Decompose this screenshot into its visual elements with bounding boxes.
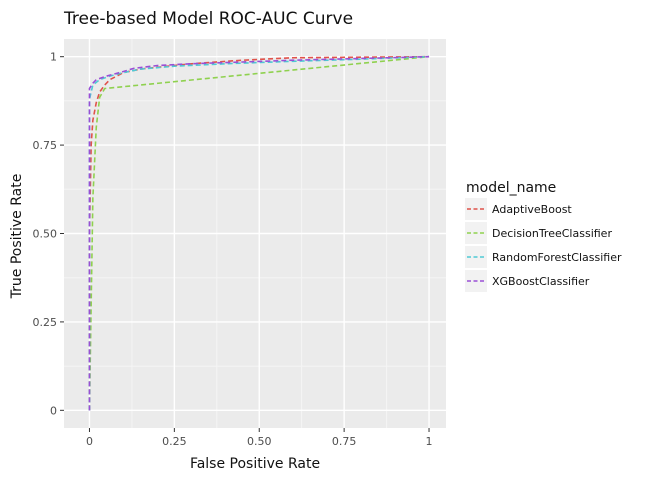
x-tick-label: 0.25 [162, 435, 187, 448]
y-axis-title: True Positive Rate [9, 174, 25, 300]
y-tick-label: 0.75 [33, 139, 58, 152]
series-lines [88, 55, 430, 411]
x-axis-title: False Positive Rate [190, 456, 320, 472]
legend-title: model_name [466, 180, 556, 196]
series-line-DecisionTreeClassifier [88, 55, 430, 411]
series-line-AdaptiveBoost [88, 55, 430, 411]
x-tick-label: 0 [86, 435, 93, 448]
y-tick-label: 0 [50, 404, 57, 417]
series-line-RandomForestClassifier [88, 55, 430, 411]
x-tick-label: 0.50 [247, 435, 272, 448]
y-tick-label: 0.25 [33, 316, 58, 329]
legend-item-DecisionTreeClassifier: DecisionTreeClassifier [465, 222, 612, 244]
legend-label: XGBoostClassifier [492, 275, 590, 288]
legend-item-XGBoostClassifier: XGBoostClassifier [465, 270, 590, 292]
x-tick-label: 1 [426, 435, 433, 448]
y-axis: 0 0.25 0.50 0.75 1 [33, 51, 64, 417]
legend-label: RandomForestClassifier [492, 251, 622, 264]
y-tick-label: 0.50 [33, 228, 58, 241]
legend-item-AdaptiveBoost: AdaptiveBoost [465, 198, 572, 220]
x-tick-label: 0.75 [332, 435, 357, 448]
legend-label: DecisionTreeClassifier [492, 227, 612, 240]
y-tick-label: 1 [50, 51, 57, 64]
legend-label: AdaptiveBoost [492, 203, 572, 216]
legend: model_name AdaptiveBoost DecisionTreeClas… [465, 180, 622, 292]
x-axis: 0 0.25 0.50 0.75 1 [86, 428, 433, 448]
chart-title: Tree-based Model ROC-AUC Curve [63, 9, 353, 29]
legend-item-RandomForestClassifier: RandomForestClassifier [465, 246, 622, 268]
series-line-XGBoostClassifier [88, 55, 430, 411]
